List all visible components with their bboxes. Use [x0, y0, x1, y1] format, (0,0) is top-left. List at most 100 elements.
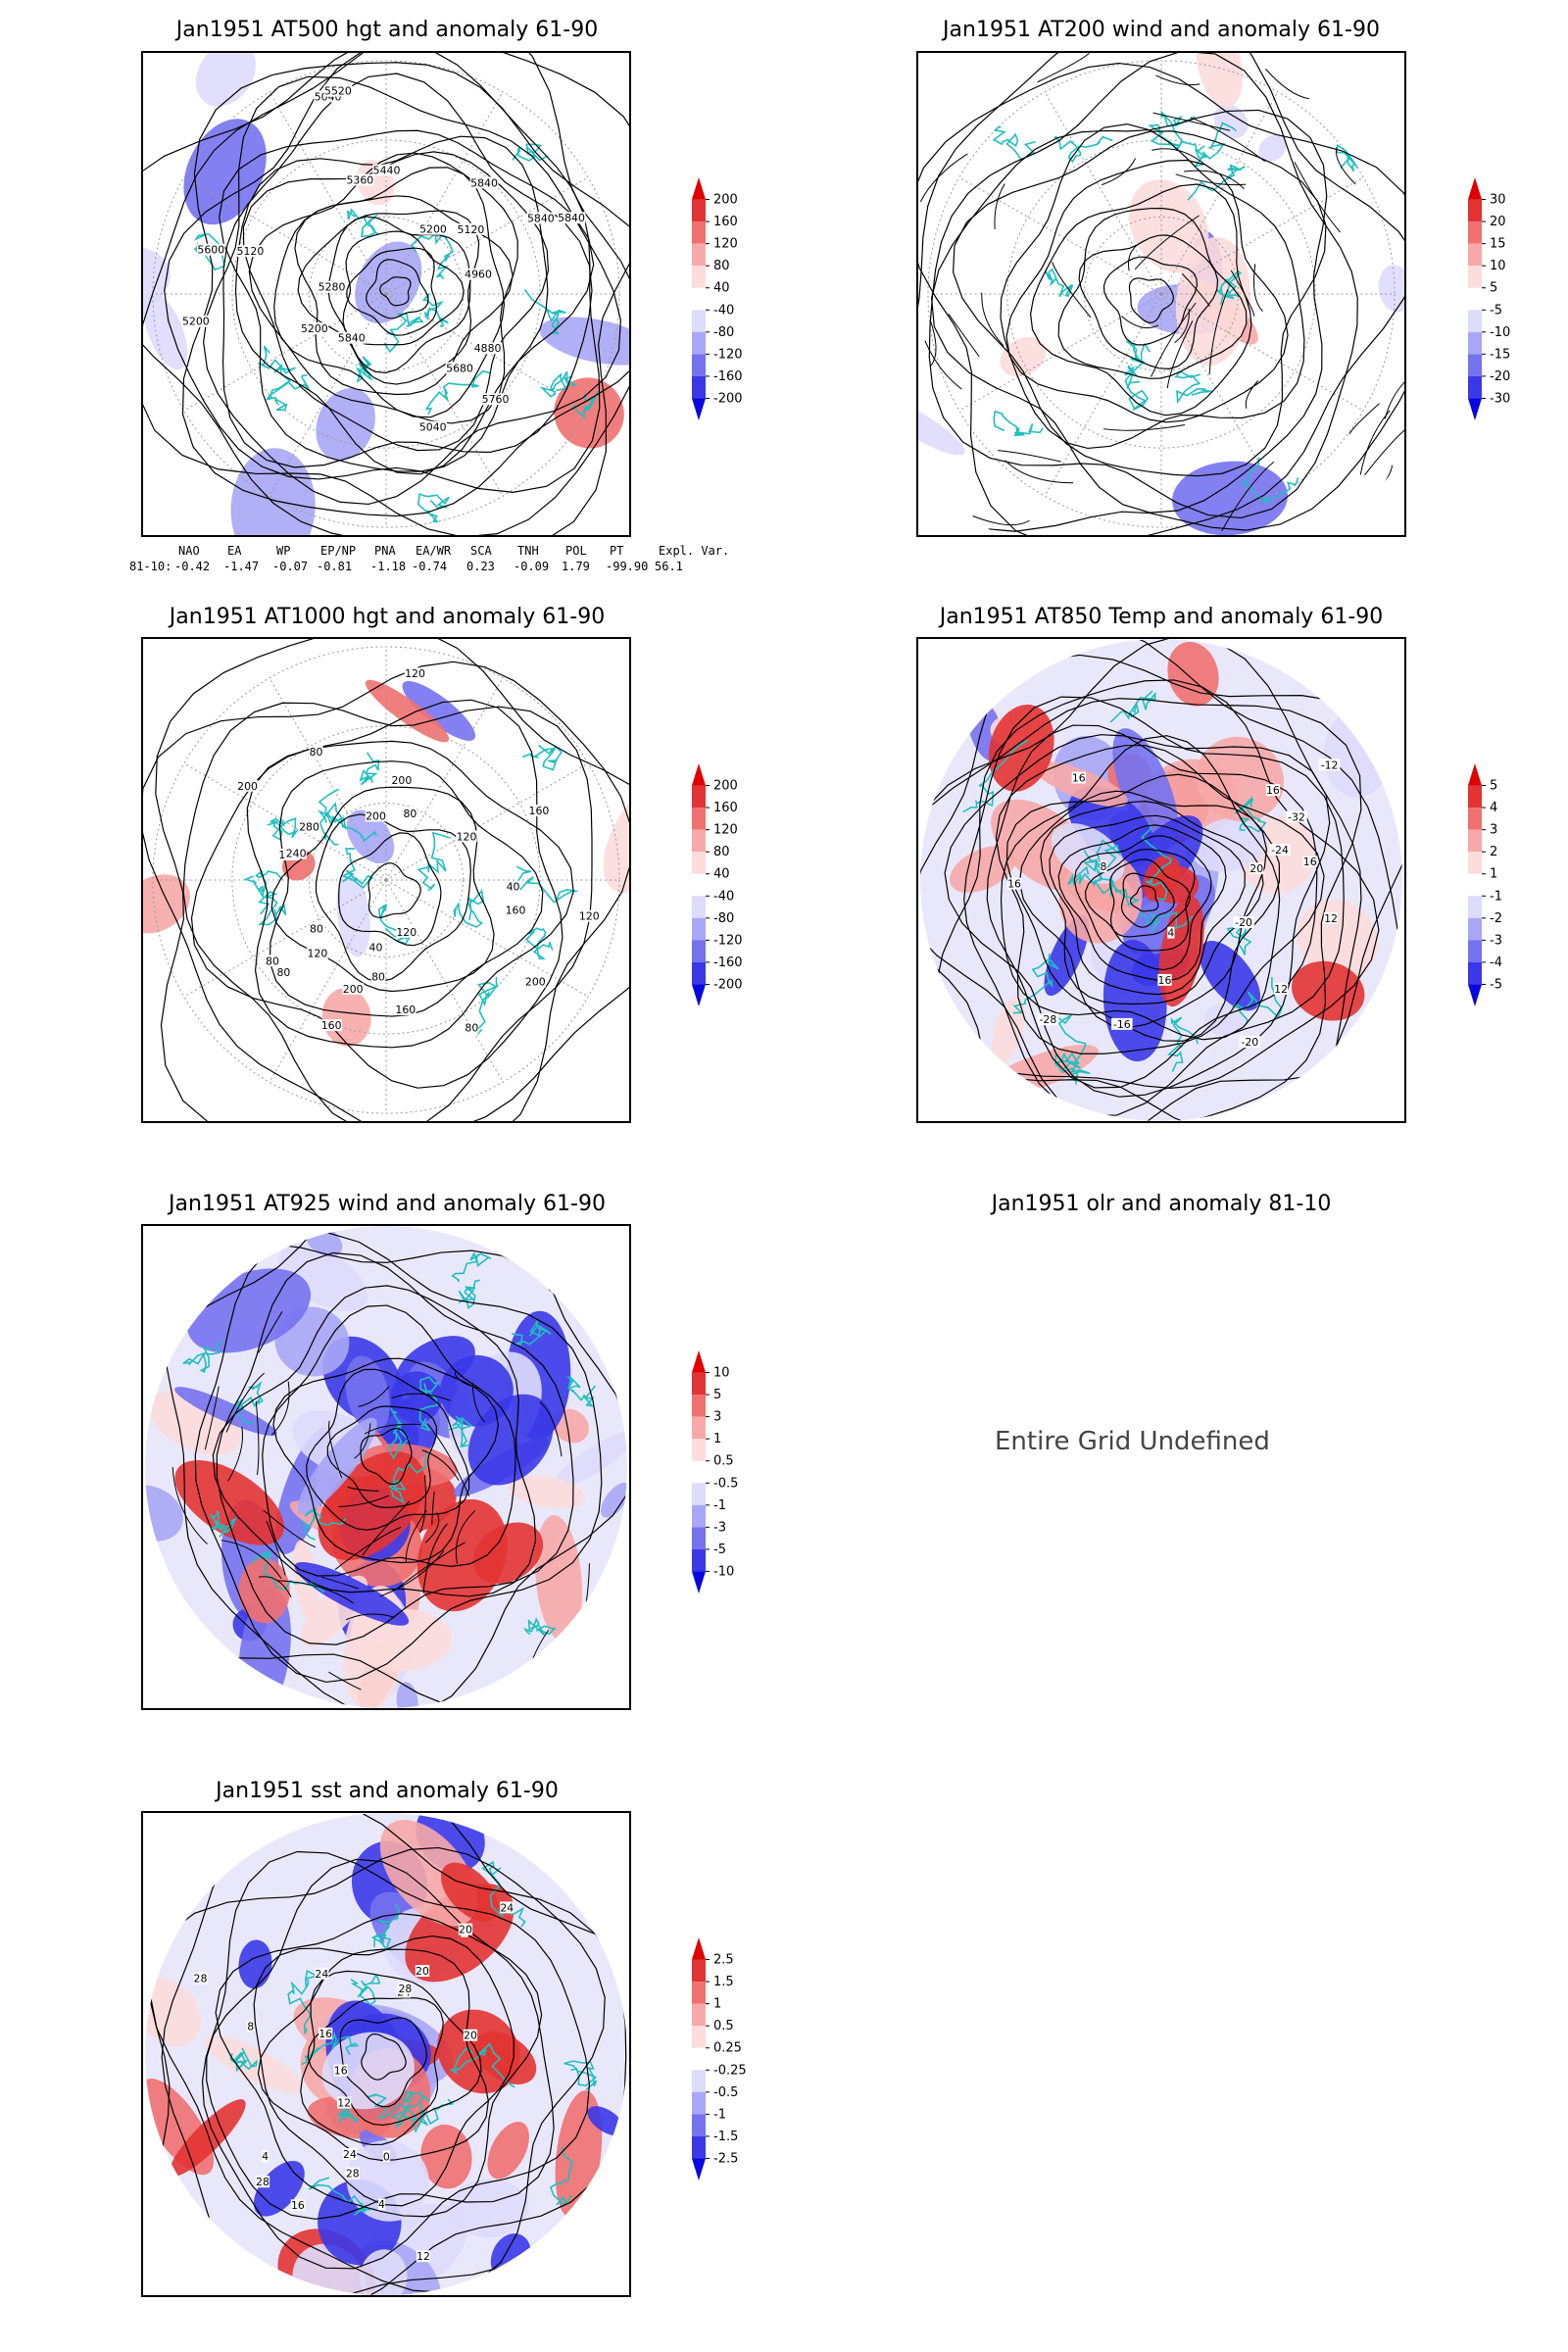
- contour: [1102, 256, 1199, 346]
- anomaly-patch: [487, 2122, 529, 2180]
- streamline: [1037, 53, 1090, 83]
- contour: [1057, 824, 1227, 982]
- contour: [315, 813, 471, 983]
- contour-label-bg: [346, 173, 374, 186]
- contour: [294, 195, 514, 396]
- coastline: [308, 2177, 371, 2216]
- contour-label-bg: [1239, 1036, 1261, 1049]
- colorbar-label: -2: [1490, 911, 1502, 926]
- contour-label: 120: [396, 926, 416, 939]
- anomaly-patch: [238, 1557, 290, 1624]
- colorbar-swatch: [692, 1395, 706, 1417]
- coastline: [424, 369, 490, 416]
- contour: [1029, 183, 1252, 416]
- colorbar-swatch: [692, 2091, 706, 2115]
- contour: [346, 247, 438, 336]
- colorbar-swatch: [692, 785, 706, 808]
- coastline: [993, 410, 1044, 437]
- colorbar-swatch: [692, 2047, 706, 2071]
- streamline: [276, 1580, 355, 1604]
- colorbar-arrow-top: [1468, 763, 1482, 786]
- contour-label: 12: [416, 2250, 430, 2263]
- contour-label: 5680: [446, 362, 473, 374]
- coastline: [962, 739, 1029, 813]
- tele-header: POL: [565, 544, 587, 558]
- contour-label: 4: [1167, 927, 1174, 940]
- coastline: [1240, 457, 1299, 503]
- colorbar-swatch: [1468, 785, 1482, 808]
- contour-label-bg: [1037, 1013, 1059, 1026]
- anomaly-shading: [143, 679, 629, 1047]
- contour: [307, 1997, 444, 2127]
- contour-label: 5040: [419, 421, 447, 434]
- contour-label: 16: [1303, 856, 1317, 868]
- colorbar-p1: 200 160 120 80 40 -40 -80 -120 -160 -200: [684, 172, 762, 450]
- panel-title-p5: Jan1951 AT925 wind and anomaly 61-90: [169, 1192, 606, 1216]
- coastline: [453, 889, 485, 928]
- contour-label-bg: [1250, 862, 1264, 874]
- coastlines: [992, 110, 1358, 503]
- streamline: [334, 1527, 402, 1570]
- contour-label: 16: [291, 2199, 305, 2212]
- contour-label: 12: [337, 2096, 351, 2109]
- colorbar-swatch: [1468, 199, 1482, 222]
- colorbar-label: -1: [1490, 889, 1502, 904]
- contour: [246, 740, 574, 1049]
- contour: [326, 1405, 438, 1508]
- contour-label-bg: [403, 807, 417, 819]
- colorbar-label: -5: [713, 1543, 726, 1557]
- tele-header: EA/WR: [416, 544, 452, 558]
- panel-title-p6: Jan1951 olr and anomaly 81-10: [991, 1192, 1332, 1216]
- streamline: [225, 1372, 266, 1433]
- contour: [1078, 234, 1219, 369]
- contour-lines: [143, 53, 629, 535]
- contour: [212, 1285, 537, 1597]
- contour-label-bg: [370, 970, 386, 983]
- coastline: [539, 370, 578, 398]
- contour: [161, 1813, 627, 2295]
- streamline: [204, 1386, 220, 1450]
- colorbar-swatch: [692, 1460, 706, 1484]
- coastline: [367, 2093, 428, 2127]
- streamline: [220, 1540, 282, 1580]
- contour-label-bg: [320, 1019, 342, 1032]
- colorbar-swatch: [1468, 829, 1482, 853]
- tele-header: PT: [610, 544, 624, 558]
- colorbar-arrow-bottom: [692, 984, 706, 1006]
- panel-title-p1: Jan1951 AT500 hgt and anomaly 61-90: [175, 18, 599, 42]
- colorbar-label: 5: [1490, 779, 1497, 794]
- contour-label-bg: [464, 268, 493, 280]
- contour-label-bg: [415, 1965, 430, 1978]
- tele-value: 0.23: [466, 560, 495, 573]
- colorbar-swatch: [692, 896, 706, 918]
- coastline: [1335, 143, 1358, 172]
- contour-label: -24: [1271, 844, 1289, 857]
- coastline: [1054, 135, 1113, 164]
- coastline: [451, 1251, 492, 1283]
- streamline: [1152, 112, 1231, 131]
- contour-label-bg: [506, 880, 520, 893]
- colorbar-label: -160: [713, 956, 743, 970]
- streamline: [424, 1512, 440, 1544]
- contour-label-bg: [1302, 856, 1317, 868]
- colorbar-swatch: [692, 221, 706, 244]
- anomaly-patch: [1112, 728, 1179, 850]
- contour: [272, 1357, 500, 1564]
- contour-label-bg: [315, 1967, 329, 1980]
- tele-value: -1.47: [223, 560, 260, 573]
- contour-label: 240: [286, 847, 307, 859]
- anomaly-patch: [346, 2140, 429, 2222]
- contour: [1109, 858, 1191, 938]
- anomaly-patch: [402, 680, 476, 741]
- colorbar-label: 1: [1490, 867, 1497, 882]
- colorbar-swatch: [692, 873, 706, 897]
- contour-label-bg: [456, 830, 477, 843]
- colorbar-swatch: [1468, 808, 1482, 830]
- contour-label: 0: [383, 2150, 390, 2163]
- colorbar-swatch: [692, 331, 706, 355]
- contour-label: 5840: [338, 332, 366, 345]
- contour-label-bg: [1157, 973, 1172, 986]
- contour-label-bg: [557, 212, 586, 224]
- contour-label: 16: [1072, 772, 1086, 785]
- coastline: [1126, 340, 1151, 389]
